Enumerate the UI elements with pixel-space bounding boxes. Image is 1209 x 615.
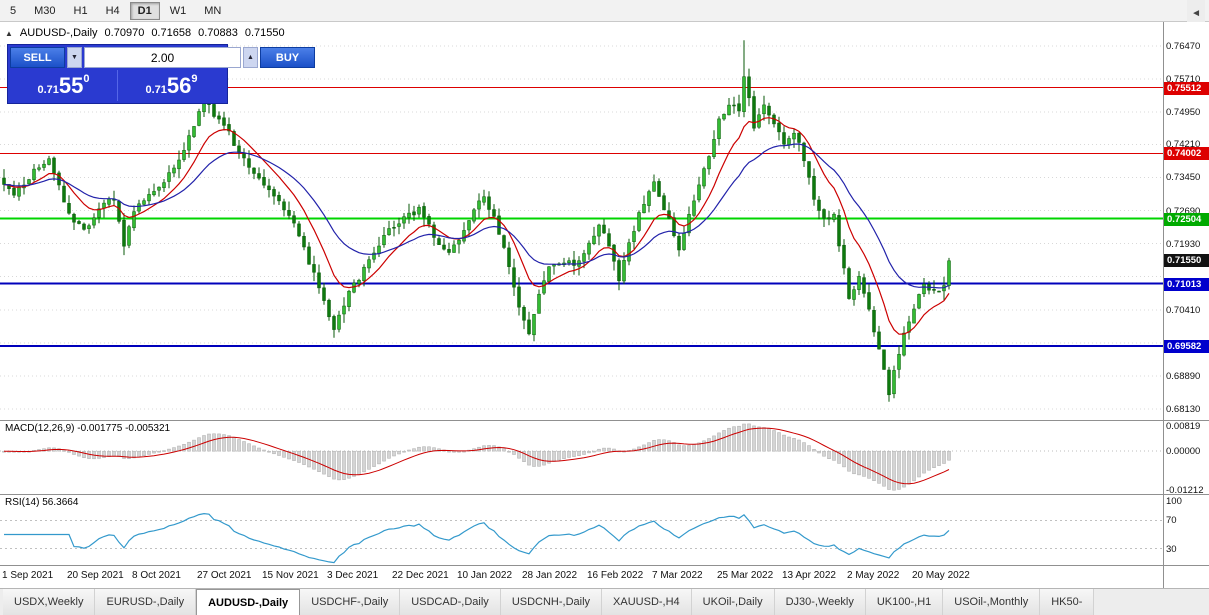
date-axis-label: 27 Oct 2021 <box>197 570 252 581</box>
sell-price-big: 55 <box>58 72 84 98</box>
date-axis-label: 16 Feb 2022 <box>587 570 644 581</box>
sell-price[interactable]: 0.71 55 0 <box>10 70 117 101</box>
price-marker-label: 0.69582 <box>1164 340 1209 353</box>
tab-usdx-weekly[interactable]: USDX,Weekly <box>3 589 96 615</box>
price-axis-tick: 0.70410 <box>1166 305 1201 316</box>
price-axis-tick: 0.68890 <box>1166 371 1201 382</box>
macd-label: MACD(12,26,9) -0.001775 -0.005321 <box>5 423 171 434</box>
buy-price[interactable]: 0.71 56 9 <box>118 70 225 101</box>
sell-price-sup: 0 <box>83 73 90 85</box>
rsi-axis-label: 100 <box>1166 496 1182 507</box>
ohlc-close: 0.71550 <box>244 27 285 39</box>
buy-button[interactable]: BUY <box>260 47 315 68</box>
candlestick-chart <box>0 40 1163 410</box>
date-axis-label: 28 Jan 2022 <box>522 570 578 581</box>
buy-price-prefix: 0.71 <box>145 83 167 96</box>
price-axis-tick: 0.75710 <box>1166 74 1201 85</box>
pane-separator <box>1164 565 1209 566</box>
price-axis: 0.76470 0.75710 0.74950 0.74210 0.73450 0.726… <box>1163 22 1209 588</box>
period-button-h1[interactable]: H1 <box>73 4 88 17</box>
price-axis-tick: 0.76470 <box>1166 41 1201 52</box>
macd-chart <box>0 423 1163 491</box>
tab-eurusd-daily[interactable]: EURUSD-,Daily <box>95 589 197 615</box>
price-axis-tick: 0.68130 <box>1166 404 1201 415</box>
volume-input[interactable] <box>84 47 241 68</box>
rsi-pane[interactable]: RSI(14) 56.3664 <box>0 495 1163 566</box>
price-axis-tick: 0.74950 <box>1166 107 1201 118</box>
macd-pane[interactable]: MACD(12,26,9) -0.001775 -0.005321 <box>0 421 1163 495</box>
pane-separator <box>1164 494 1209 495</box>
date-axis: 1 Sep 2021 20 Sep 2021 8 Oct 2021 27 Oct 20… <box>0 566 1163 588</box>
chart-area: ▲ AUDUSD-,Daily 0.70970 0.71658 0.70883 … <box>0 22 1163 588</box>
macd-axis-label: 0.00000 <box>1166 446 1201 457</box>
price-axis-tick: 0.74210 <box>1166 139 1201 150</box>
date-axis-label: 2 May 2022 <box>847 570 900 581</box>
rsi-chart <box>0 512 1163 564</box>
date-axis-label: 20 Sep 2021 <box>67 570 124 581</box>
period-button-w1[interactable]: W1 <box>169 4 187 17</box>
date-axis-label: 7 Mar 2022 <box>652 570 703 581</box>
period-button-m30[interactable]: M30 <box>34 4 56 17</box>
tab-xauusd-h4[interactable]: XAUUSD-,H4 <box>602 589 692 615</box>
chart-icon: ▲ <box>5 29 13 38</box>
macd-axis-label: 0.00819 <box>1166 421 1201 432</box>
period-button-d1[interactable]: D1 <box>129 1 160 20</box>
date-axis-label: 1 Sep 2021 <box>2 570 54 581</box>
tab-usdcad-daily[interactable]: USDCAD-,Daily <box>400 589 501 615</box>
volume-increase-button[interactable]: ▲ <box>243 47 258 68</box>
date-axis-label: 25 Mar 2022 <box>717 570 774 581</box>
price-marker-label: 0.72504 <box>1164 213 1209 226</box>
date-axis-label: 3 Dec 2021 <box>327 570 379 581</box>
one-click-trading-panel: SELL ▼ ▲ BUY 0.71 55 0 0.71 56 <box>7 44 315 104</box>
tab-ukoil-daily[interactable]: UKOil-,Daily <box>691 589 775 615</box>
rsi-label: RSI(14) 56.3664 <box>5 497 79 508</box>
pane-separator <box>1164 420 1209 421</box>
tab-usoil-monthly[interactable]: USOil-,Monthly <box>943 589 1041 615</box>
ohlc-high: 0.71658 <box>151 27 192 39</box>
tab-audusd-daily[interactable]: AUDUSD-,Daily <box>196 589 301 615</box>
rsi-axis-label: 30 <box>1166 544 1177 555</box>
date-axis-label: 20 May 2022 <box>912 570 970 581</box>
price-axis-tick: 0.73450 <box>1166 172 1201 183</box>
buy-price-big: 56 <box>166 72 192 98</box>
price-axis-tick: 0.72690 <box>1166 206 1201 217</box>
macd-axis-label: -0.01212 <box>1166 485 1204 496</box>
sell-button[interactable]: SELL <box>10 47 65 68</box>
tab-hk50-[interactable]: HK50- <box>1040 589 1095 615</box>
timeframe-toolbar: 5 M30 H1 H4 D1 W1 MN <box>0 0 1209 22</box>
price-pane[interactable]: ▲ AUDUSD-,Daily 0.70970 0.71658 0.70883 … <box>0 22 1163 421</box>
sell-price-prefix: 0.71 <box>37 83 59 96</box>
period-button-mn[interactable]: MN <box>204 4 222 17</box>
tab-usdcnh-daily[interactable]: USDCNH-,Daily <box>500 589 603 615</box>
period-button-5[interactable]: 5 <box>10 4 17 17</box>
chart-tabs: USDX,Weekly EURUSD-,Daily AUDUSD-,Daily USD… <box>0 588 1209 615</box>
tab-scroll-left-icon[interactable]: ◄ <box>1187 0 1205 27</box>
price-marker-label: 0.71013 <box>1164 278 1209 291</box>
period-button-h4[interactable]: H4 <box>105 4 120 17</box>
price-divider <box>117 70 118 101</box>
tab-usdchf-daily[interactable]: USDCHF-,Daily <box>300 589 401 615</box>
price-marker-label: 0.71550 <box>1164 254 1209 267</box>
chart-header: ▲ AUDUSD-,Daily 0.70970 0.71658 0.70883 … <box>5 27 285 40</box>
chart-symbol-label: AUDUSD-,Daily <box>19 27 98 39</box>
date-axis-label: 15 Nov 2021 <box>262 570 319 581</box>
rsi-axis-label: 70 <box>1166 515 1177 526</box>
date-axis-label: 13 Apr 2022 <box>782 570 836 581</box>
buy-price-sup: 9 <box>191 73 198 85</box>
volume-decrease-button[interactable]: ▼ <box>67 47 82 68</box>
price-marker-label: 0.75512 <box>1164 82 1209 95</box>
price-marker-label: 0.74002 <box>1164 147 1209 160</box>
ohlc-open: 0.70970 <box>104 27 145 39</box>
date-axis-label: 22 Dec 2021 <box>392 570 449 581</box>
price-axis-tick: 0.71930 <box>1166 239 1201 250</box>
date-axis-label: 8 Oct 2021 <box>132 570 181 581</box>
ohlc-low: 0.70883 <box>198 27 238 39</box>
tab-uk100-h1[interactable]: UK100-,H1 <box>865 589 944 615</box>
date-axis-label: 10 Jan 2022 <box>457 570 513 581</box>
tab-dj30-weekly[interactable]: DJ30-,Weekly <box>774 589 866 615</box>
